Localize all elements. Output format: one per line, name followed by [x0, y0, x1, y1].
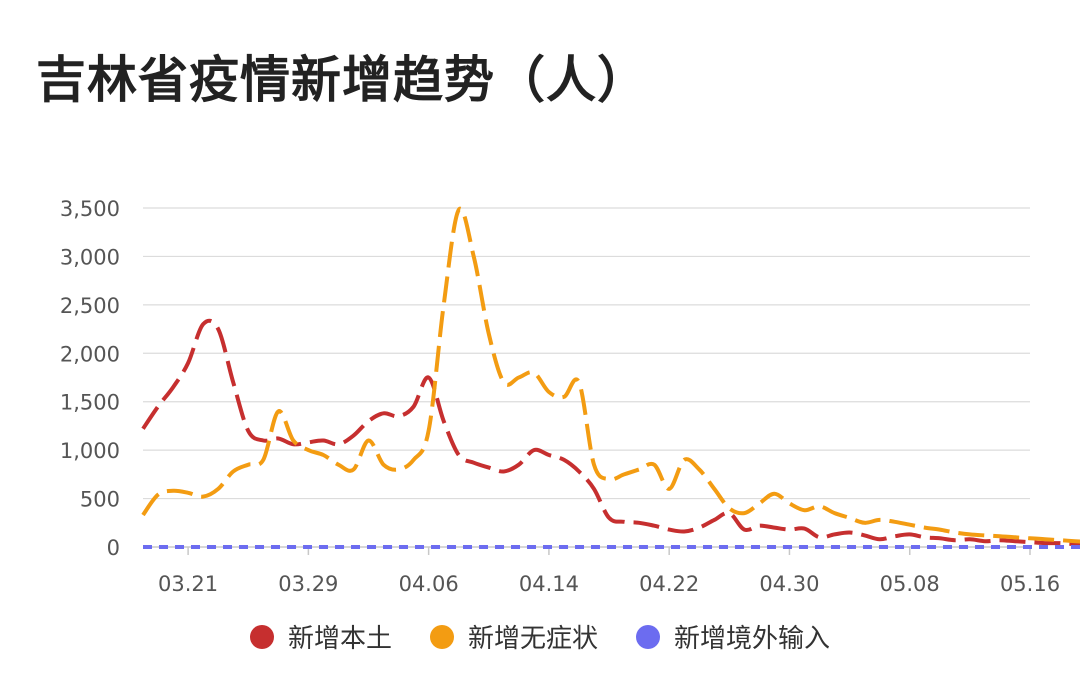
gridlines	[143, 207, 1030, 548]
legend-label-asymptomatic: 新增无症状	[467, 624, 598, 654]
x-tick-label: 03.29	[278, 572, 338, 596]
legend-label-imported: 新增境外输入	[674, 624, 831, 654]
x-tick-label: 04.22	[639, 572, 699, 596]
y-axis-ticks: 0 500 1,000 1,500 2,000 2,500 3,000 3,500	[60, 197, 120, 560]
legend-swatch-local	[249, 624, 274, 649]
x-tick-label: 03.21	[158, 572, 218, 596]
y-tick-label: 2,000	[60, 342, 120, 366]
legend-item-asymptomatic[interactable]: 新增无症状	[429, 618, 598, 655]
series-lines	[141, 206, 1080, 549]
y-tick-label: 3,000	[60, 245, 120, 269]
chart-title: 吉林省疫情新增趋势（人）	[36, 51, 648, 109]
y-tick-label: 0	[107, 536, 120, 560]
x-tick-label: 05.16	[1000, 572, 1060, 596]
legend-swatch-asymptomatic	[429, 624, 454, 649]
y-tick-label: 1,000	[60, 439, 120, 463]
x-tick-label: 04.14	[519, 572, 579, 596]
series-line-local	[141, 318, 1080, 547]
y-tick-label: 2,500	[60, 294, 120, 318]
x-axis-ticks: 03.21 03.29 04.06 04.14 04.22 04.30 05.08 05.16	[158, 547, 1060, 596]
x-tick-label: 04.30	[759, 572, 819, 596]
y-tick-label: 1,500	[60, 391, 120, 415]
y-tick-label: 3,500	[60, 197, 120, 221]
legend: 新增本土 新增无症状 新增境外输入	[0, 618, 1080, 655]
y-tick-label: 500	[80, 488, 120, 512]
series-line-asymptomatic	[141, 206, 1080, 544]
x-tick-label: 05.08	[880, 572, 940, 596]
x-tick-label: 04.06	[399, 572, 459, 596]
legend-label-local: 新增本土	[287, 624, 392, 654]
legend-item-imported[interactable]: 新增境外输入	[636, 618, 830, 655]
legend-swatch-imported	[636, 624, 660, 649]
legend-item-local[interactable]: 新增本土	[249, 618, 392, 655]
